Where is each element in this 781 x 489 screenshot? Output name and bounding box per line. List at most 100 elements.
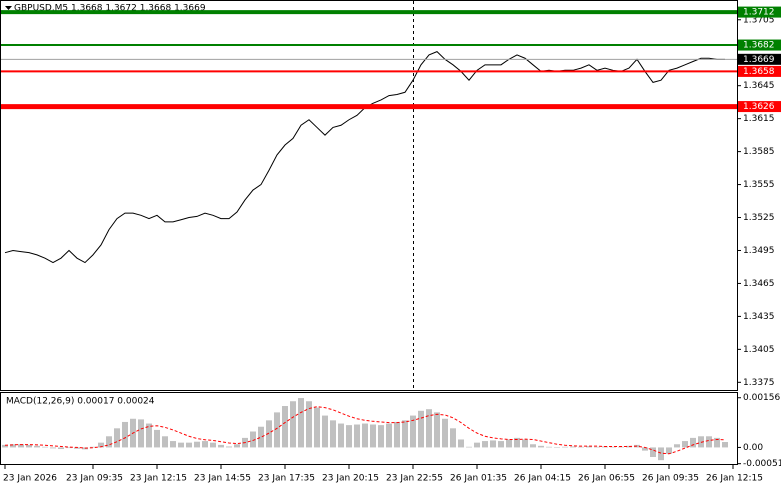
macd-bar (354, 424, 360, 448)
main-frame (0, 0, 738, 391)
level-label-bg (738, 65, 781, 77)
symbol-icon (5, 6, 12, 10)
macd-bar (282, 406, 288, 448)
macd-bar (338, 423, 344, 448)
macd-bar (114, 428, 120, 448)
x-tick-label: 26 Jan 12:15 (706, 474, 763, 484)
macd-bar (418, 410, 424, 448)
macd-bar (26, 444, 32, 448)
macd-bar (562, 446, 568, 448)
macd-bar (154, 429, 160, 448)
macd-bar (186, 442, 192, 448)
macd-bar (378, 425, 384, 448)
macd-bar (330, 420, 336, 448)
macd-bar (434, 412, 440, 448)
x-tick-label: 26 Jan 09:35 (642, 474, 699, 484)
macd-bar (610, 446, 616, 448)
y-tick-label: 1.3495 (743, 246, 775, 256)
macd-bar (658, 447, 664, 461)
macd-bar (426, 409, 432, 448)
level-label-bg (738, 6, 781, 18)
y-tick-label: 1.3585 (743, 147, 775, 157)
macd-bar (626, 445, 632, 448)
level-label-bg (738, 39, 781, 51)
macd-bar (370, 424, 376, 448)
macd-bar (586, 446, 592, 448)
level-label: 1.3682 (743, 41, 775, 51)
macd-bar (290, 401, 296, 448)
level-label: 1.3658 (743, 67, 775, 77)
macd-bar (554, 447, 560, 448)
y-tick-label: 1.3615 (743, 114, 775, 124)
macd-bar (346, 425, 352, 448)
macd-bar (514, 437, 520, 448)
x-tick-label: 23 Jan 2026 (3, 474, 57, 484)
chart-title: MACD(12,26,9) 0.00017 0.00024 (6, 397, 155, 407)
macd-bar (474, 442, 480, 448)
macd-bar (522, 439, 528, 448)
y-tick-label: 0.00 (743, 443, 763, 453)
macd-bar (170, 441, 176, 448)
macd-bar (178, 442, 184, 448)
macd-bar (58, 447, 64, 450)
macd-bar (106, 436, 112, 448)
y-tick-label: 1.3435 (743, 312, 775, 322)
macd-bar (466, 446, 472, 448)
macd-bar (362, 423, 368, 448)
macd-bar (274, 412, 280, 448)
level-label: 1.3626 (743, 102, 775, 112)
macd-bar (506, 439, 512, 448)
macd-bar (498, 441, 504, 448)
x-tick-label: 26 Jan 01:35 (450, 474, 507, 484)
macd-bar (538, 445, 544, 448)
y-tick-label: 1.3525 (743, 213, 775, 223)
level-label-bg (738, 101, 781, 113)
macd-bar (714, 437, 720, 448)
y-tick-label: 1.3405 (743, 345, 775, 355)
x-tick-label: 23 Jan 14:55 (194, 474, 251, 484)
y-tick-label: 1.3705 (743, 15, 775, 25)
y-tick-label: 1.3555 (743, 180, 775, 190)
x-tick-label: 23 Jan 20:15 (322, 474, 379, 484)
y-tick-label: 1.3465 (743, 279, 775, 289)
macd-bar (546, 446, 552, 448)
macd-bar (666, 447, 672, 454)
x-tick-label: 26 Jan 06:55 (578, 474, 635, 484)
macd-bar (706, 436, 712, 448)
macd-bar (98, 442, 104, 448)
macd-bar (410, 415, 416, 448)
macd-bar (650, 447, 656, 457)
macd-bar (18, 444, 24, 448)
y-tick-label: 0.00156 (743, 393, 780, 403)
macd-bar (234, 444, 240, 448)
macd-bar (2, 444, 8, 448)
macd-bar (482, 441, 488, 448)
macd-bar (570, 446, 576, 448)
macd-bar (490, 440, 496, 448)
macd-bar (122, 421, 128, 448)
macd-bar (674, 444, 680, 448)
macd-bar (194, 441, 200, 448)
y-tick-label: -0.00051 (743, 459, 781, 469)
macd-bar (10, 444, 16, 448)
macd-bar (146, 423, 152, 448)
chart-title: GBPUSD,M5 1.3668 1.3672 1.3668 1.3669 (14, 4, 206, 14)
macd-bar (210, 442, 216, 448)
macd-bar (50, 447, 56, 449)
y-tick-label: 1.3645 (743, 81, 775, 91)
macd-bar (442, 418, 448, 448)
macd-bar (250, 431, 256, 448)
macd-bar (66, 447, 72, 449)
macd-bar (594, 446, 600, 448)
macd-bar (690, 437, 696, 448)
macd-bar (578, 446, 584, 448)
signal-line (4, 406, 726, 455)
x-tick-label: 23 Jan 22:55 (386, 474, 443, 484)
x-tick-label: 23 Jan 17:35 (258, 474, 315, 484)
macd-bar (618, 446, 624, 448)
level-label: 1.3712 (743, 8, 775, 18)
macd-bar (266, 420, 272, 448)
macd-bar (402, 420, 408, 448)
